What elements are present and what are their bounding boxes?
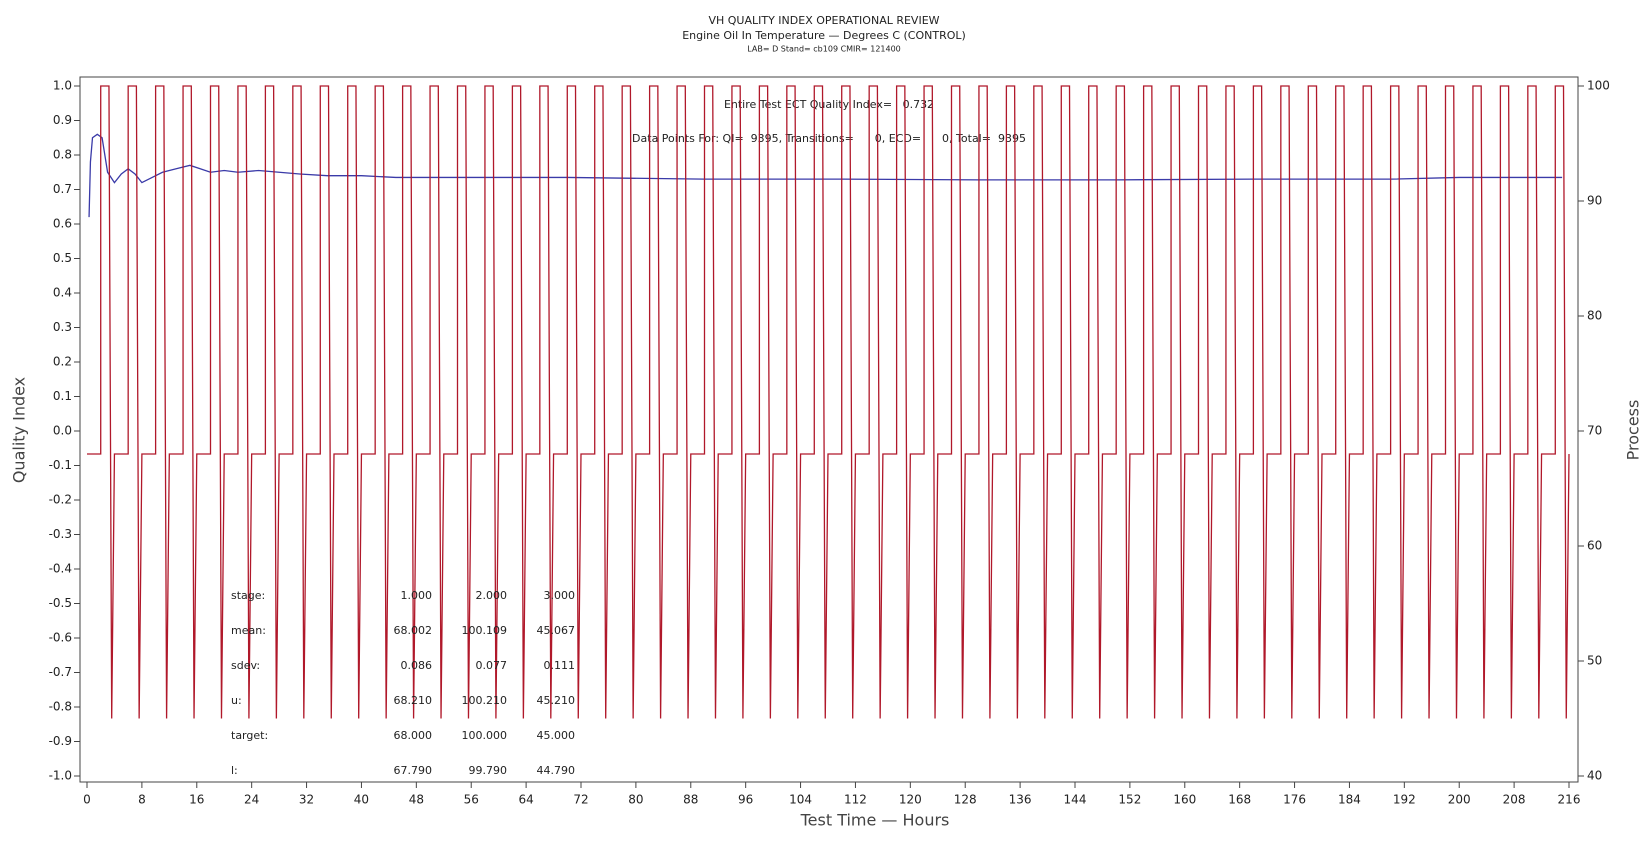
y2-tick-label: 40: [1587, 769, 1602, 783]
y-tick-label: 0.4: [53, 286, 72, 300]
x-tick-label: 192: [1393, 793, 1416, 807]
x-tick-label: 208: [1503, 793, 1526, 807]
y-axis-title: Quality Index: [10, 377, 29, 483]
x-tick-label: 24: [244, 793, 259, 807]
y-tick-label: -0.1: [49, 458, 72, 472]
chart-subtitle: LAB= D Stand= cb109 CMIR= 121400: [747, 45, 901, 54]
y2-tick-label: 80: [1587, 309, 1602, 323]
x-tick-label: 168: [1228, 793, 1251, 807]
x-tick-label: 48: [409, 793, 424, 807]
stats-value: 3.000: [544, 589, 576, 602]
x-tick-label: 112: [844, 793, 867, 807]
y-tick-label: 1.0: [53, 79, 72, 93]
y2-tick-label: 60: [1587, 539, 1602, 553]
series-line: [88, 133, 1563, 218]
y-tick-label: 0.2: [53, 355, 72, 369]
stats-value: 1.000: [401, 589, 433, 602]
stats-label: u:: [231, 694, 242, 707]
y2-axis-title: Process: [1624, 400, 1643, 461]
x-tick-label: 56: [464, 793, 479, 807]
y2-tick-label: 90: [1587, 194, 1602, 208]
annotation: Entire Test ECT Quality Index= 0.732: [724, 98, 934, 111]
y-tick-label: -0.9: [49, 734, 72, 748]
y-tick-label: -0.3: [49, 527, 72, 541]
y-tick-label: 0.7: [53, 182, 72, 196]
annotation: Data Points For: QI= 9395, Transitions= …: [632, 132, 1026, 145]
x-tick-label: 120: [899, 793, 922, 807]
x-tick-label: 72: [573, 793, 588, 807]
x-tick-label: 136: [1009, 793, 1032, 807]
stats-label: l:: [231, 764, 238, 777]
stats-value: 67.790: [394, 764, 433, 777]
stats-label: sdev:: [231, 659, 260, 672]
stats-value: 0.111: [544, 659, 576, 672]
y-tick-label: -0.5: [49, 596, 72, 610]
y-tick-label: -0.4: [49, 562, 72, 576]
x-tick-label: 160: [1173, 793, 1196, 807]
series-line: [87, 85, 1570, 719]
stats-value: 100.210: [462, 694, 508, 707]
chart-title: VH QUALITY INDEX OPERATIONAL REVIEW: [708, 14, 939, 27]
stats-label: target:: [231, 729, 268, 742]
y-tick-label: -1.0: [49, 769, 72, 783]
y-tick-label: 0.9: [53, 113, 72, 127]
x-axis-title: Test Time — Hours: [800, 811, 950, 830]
y-tick-label: -0.6: [49, 631, 72, 645]
y-tick-label: 0.3: [53, 320, 72, 334]
x-tick-label: 88: [683, 793, 698, 807]
plot-frame: [79, 76, 1579, 783]
x-tick-label: 8: [138, 793, 146, 807]
stats-value: 99.790: [469, 764, 508, 777]
x-tick-label: 144: [1064, 793, 1087, 807]
stats-value: 100.000: [462, 729, 508, 742]
x-tick-label: 152: [1118, 793, 1141, 807]
stats-value: 100.109: [462, 624, 508, 637]
x-tick-label: 80: [628, 793, 643, 807]
x-tick-label: 128: [954, 793, 977, 807]
stats-value: 68.002: [394, 624, 433, 637]
y2-tick-label: 70: [1587, 424, 1602, 438]
x-tick-label: 64: [518, 793, 533, 807]
y2-tick-label: 50: [1587, 654, 1602, 668]
y-tick-label: 0.6: [53, 217, 72, 231]
y-tick-label: -0.7: [49, 665, 72, 679]
y-tick-label: 0.5: [53, 251, 72, 265]
stats-value: 45.210: [537, 694, 576, 707]
x-tick-label: 0: [83, 793, 91, 807]
y2-tick-label: 100: [1587, 79, 1610, 93]
stats-value: 68.210: [394, 694, 433, 707]
x-tick-label: 176: [1283, 793, 1306, 807]
stats-label: mean:: [231, 624, 266, 637]
stats-value: 68.000: [394, 729, 433, 742]
x-tick-label: 96: [738, 793, 753, 807]
y-tick-label: -0.8: [49, 700, 72, 714]
x-tick-label: 40: [354, 793, 369, 807]
stats-value: 45.067: [537, 624, 576, 637]
y-tick-label: 0.1: [53, 389, 72, 403]
y-tick-label: 0.0: [53, 424, 72, 438]
stats-value: 45.000: [537, 729, 576, 742]
x-tick-label: 184: [1338, 793, 1361, 807]
y-tick-label: -0.2: [49, 493, 72, 507]
x-tick-label: 104: [789, 793, 812, 807]
x-tick-label: 200: [1448, 793, 1471, 807]
y-tick-label: 0.8: [53, 148, 72, 162]
stats-value: 0.086: [401, 659, 433, 672]
chart-subtitle: Engine Oil In Temperature — Degrees C (C…: [682, 29, 966, 42]
stats-value: 44.790: [537, 764, 576, 777]
stats-value: 2.000: [476, 589, 508, 602]
x-tick-label: 216: [1558, 793, 1581, 807]
stats-value: 0.077: [476, 659, 508, 672]
x-tick-label: 16: [189, 793, 204, 807]
stats-label: stage:: [231, 589, 265, 602]
x-tick-label: 32: [299, 793, 314, 807]
